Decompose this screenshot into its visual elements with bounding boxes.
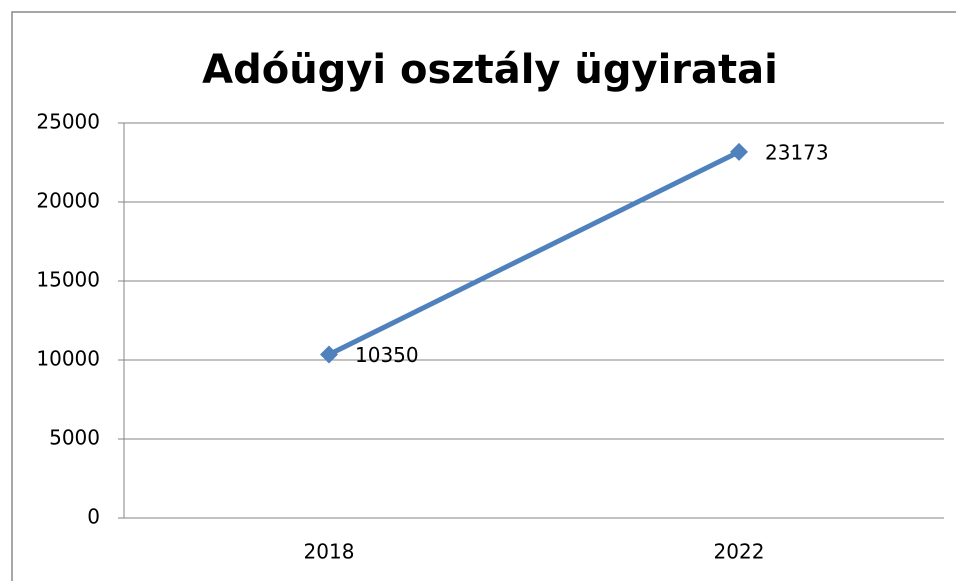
y-tick-label: 5000 xyxy=(49,426,100,450)
y-tick-label: 10000 xyxy=(36,347,100,371)
x-tick-label: 2022 xyxy=(714,540,765,564)
y-tick-label: 0 xyxy=(87,505,100,529)
data-label: 23173 xyxy=(765,140,829,164)
marker xyxy=(730,142,748,161)
y-tick-label: 20000 xyxy=(36,189,100,213)
data-label: 10350 xyxy=(355,343,419,367)
y-tick-label: 25000 xyxy=(36,110,100,134)
chart-frame xyxy=(11,11,956,581)
x-tick-label: 2018 xyxy=(304,540,355,564)
chart-title: Adóügyi osztály ügyiratai xyxy=(202,47,778,93)
line xyxy=(327,149,741,357)
marker xyxy=(320,345,338,364)
y-tick-label: 15000 xyxy=(36,268,100,292)
